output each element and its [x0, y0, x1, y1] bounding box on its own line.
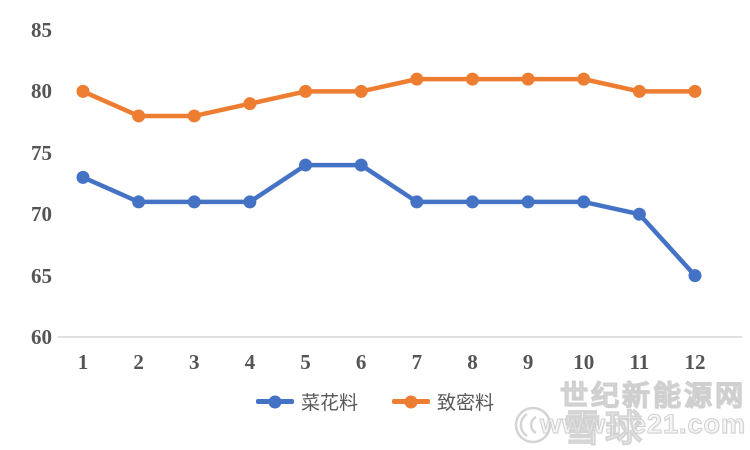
x-tick-label: 1: [77, 350, 89, 374]
data-point[interactable]: [410, 195, 424, 209]
data-point[interactable]: [410, 72, 424, 86]
data-point[interactable]: [187, 109, 201, 123]
legend-label: 菜花料: [300, 393, 358, 414]
data-point[interactable]: [577, 195, 591, 209]
x-tick-label: 7: [411, 350, 423, 374]
data-point[interactable]: [521, 72, 535, 86]
series-line-0: [80, 162, 698, 278]
data-point[interactable]: [465, 72, 479, 86]
data-point[interactable]: [299, 158, 313, 172]
data-point[interactable]: [688, 84, 702, 98]
data-point[interactable]: [299, 84, 313, 98]
data-point[interactable]: [243, 195, 257, 209]
data-point[interactable]: [132, 109, 146, 123]
data-point[interactable]: [577, 72, 591, 86]
legend-item-series-1[interactable]: 致密料: [392, 388, 494, 415]
x-tick-label: 6: [355, 350, 367, 374]
x-tick-label: 8: [467, 350, 478, 374]
data-point[interactable]: [243, 97, 257, 111]
data-point[interactable]: [632, 207, 646, 221]
data-point[interactable]: [688, 269, 702, 283]
x-tick-label: 9: [522, 350, 534, 374]
data-point[interactable]: [76, 170, 90, 184]
legend-dot-icon: [404, 395, 418, 408]
data-point[interactable]: [187, 195, 201, 209]
x-tick-label: 10: [573, 350, 595, 374]
legend-item-series-0[interactable]: 菜花料: [255, 388, 358, 415]
x-tick-label: 3: [189, 350, 200, 374]
data-point[interactable]: [465, 195, 479, 209]
y-tick-label: 65: [31, 263, 52, 288]
data-point[interactable]: [354, 84, 368, 98]
y-tick-label: 60: [31, 325, 52, 349]
data-point[interactable]: [354, 158, 368, 172]
legend-dot-icon: [268, 395, 282, 408]
legend: 菜花料 致密料: [0, 388, 750, 415]
data-point[interactable]: [132, 195, 146, 209]
legend-line-marker-icon: [255, 395, 294, 408]
x-tick-label: 12: [684, 350, 706, 374]
legend-label: 致密料: [437, 393, 495, 414]
x-tick-label: 11: [629, 350, 650, 374]
y-tick-label: 85: [31, 18, 52, 42]
data-point[interactable]: [521, 195, 535, 209]
y-tick-label: 70: [31, 202, 52, 227]
y-tick-label: 75: [31, 140, 52, 165]
x-tick-label: 2: [133, 350, 144, 374]
x-tick-label: 4: [244, 350, 256, 374]
legend-line-marker-icon: [392, 395, 430, 408]
series-line-1: [80, 76, 698, 119]
data-point[interactable]: [76, 84, 90, 98]
y-tick-label: 80: [31, 79, 52, 104]
data-point[interactable]: [632, 84, 646, 98]
x-tick-label: 5: [300, 350, 311, 374]
